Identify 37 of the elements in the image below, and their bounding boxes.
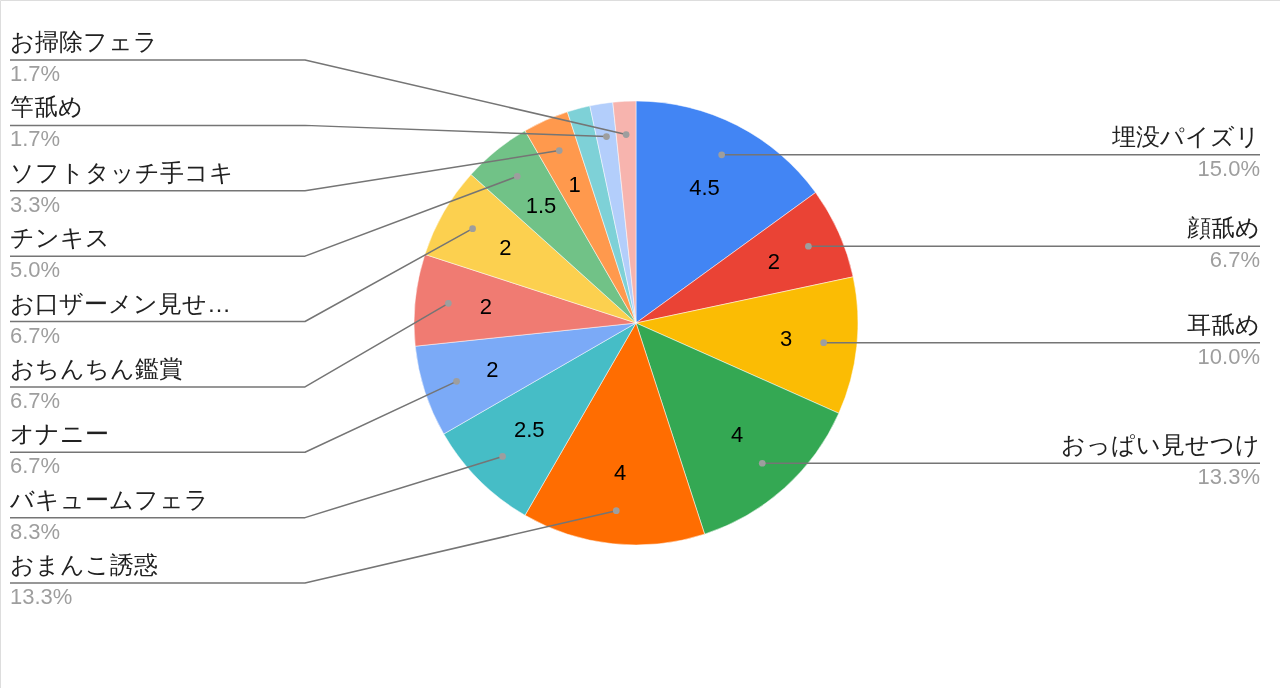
data-label: 2 (486, 356, 499, 382)
slice-label: おっぱい見せつけ (1061, 431, 1260, 459)
data-label: 1 (568, 172, 581, 198)
text: 10.0% (1197, 343, 1260, 369)
text: 8.3% (10, 518, 61, 544)
data-label: 3 (780, 325, 793, 351)
text: 1.7% (10, 61, 61, 86)
slice-label: おちんちん鑑賞 (10, 354, 183, 382)
text: 1.7% (10, 126, 61, 152)
slice-label: 竿舐め (10, 93, 83, 121)
text: 6.7% (10, 387, 61, 413)
slice-label: お掃除フェラ (10, 28, 158, 55)
slice-label: 顔舐め (1187, 214, 1260, 242)
data-label: 1.5 (525, 192, 557, 218)
slice-label: ソフトタッチ手コキ (10, 158, 234, 186)
slice-label: チンキス (10, 224, 110, 252)
data-label: 4 (730, 422, 744, 448)
text: 15.0% (1197, 155, 1260, 181)
data-label: 4.5 (689, 175, 720, 201)
text: 13.3% (10, 584, 73, 609)
data-label: 4 (614, 460, 627, 486)
slice-label: 埋没パイズリ (1111, 122, 1260, 150)
slice-label: 耳舐め (1187, 310, 1260, 338)
slice-label: バキュームフェラ (9, 485, 209, 513)
data-label: 2 (499, 234, 512, 260)
text: 5.0% (10, 257, 61, 283)
slice-label: お口ザーメン見せ… (10, 289, 231, 317)
slice-label: おまんこ誘惑 (10, 551, 158, 578)
text: 6.7% (1209, 247, 1260, 273)
data-label: 2 (479, 294, 492, 320)
text: 6.7% (10, 453, 61, 479)
data-label: 2 (767, 248, 781, 274)
text: 13.3% (1197, 464, 1260, 490)
data-label: 2.5 (513, 416, 545, 442)
slice-label: オナニー (10, 420, 109, 448)
text: 3.3% (10, 191, 61, 217)
text: 6.7% (10, 322, 61, 348)
